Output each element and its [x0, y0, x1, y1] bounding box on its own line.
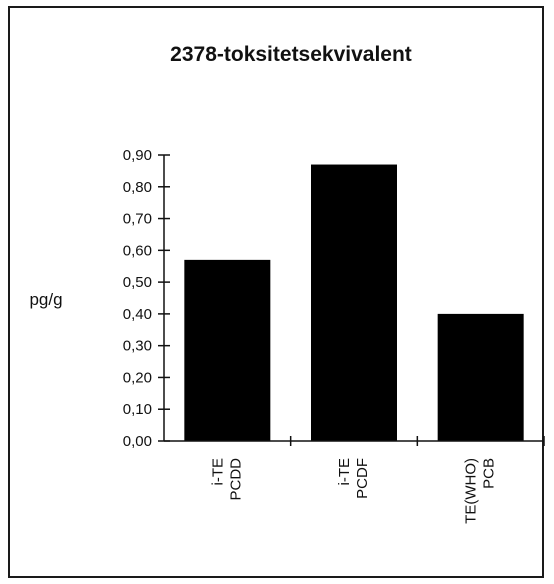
y-tick-label: 0,50	[123, 274, 152, 291]
y-tick-label: 0,20	[123, 369, 152, 386]
bars	[184, 164, 524, 442]
y-tick-label: 0,90	[123, 147, 152, 164]
bar	[437, 313, 524, 441]
y-axis-label: pg/g	[29, 290, 62, 309]
bar	[311, 164, 397, 442]
y-tick-label: 0,80	[123, 179, 152, 196]
category-label: i-TE	[209, 458, 226, 486]
y-tick-label: 0,00	[123, 433, 152, 450]
category-label: PCDD	[227, 458, 244, 501]
y-tick-label: 0,30	[123, 338, 152, 355]
category-label: PCDF	[354, 458, 371, 499]
y-ticks: 0,00 0,10 0,20 0,30 0,40 0,50 0,60 0,70 0,80 0,90	[123, 147, 170, 450]
bar	[184, 259, 271, 441]
y-tick-label: 0,60	[123, 242, 152, 259]
category-label: i-TE	[336, 458, 353, 486]
category-label: PCB	[481, 458, 498, 489]
category-label: TE(WHO)	[463, 458, 480, 524]
x-ticks	[289, 436, 545, 446]
category-labels: i-TE PCDD i-TE PCDF TE(WHO) PCB	[209, 458, 497, 524]
y-tick-label: 0,40	[123, 306, 152, 323]
y-tick-label: 0,70	[123, 211, 152, 228]
chart-title: 2378-toksitetsekvivalent	[170, 43, 412, 66]
y-tick-label: 0,10	[123, 401, 152, 418]
chart-frame	[8, 6, 544, 578]
